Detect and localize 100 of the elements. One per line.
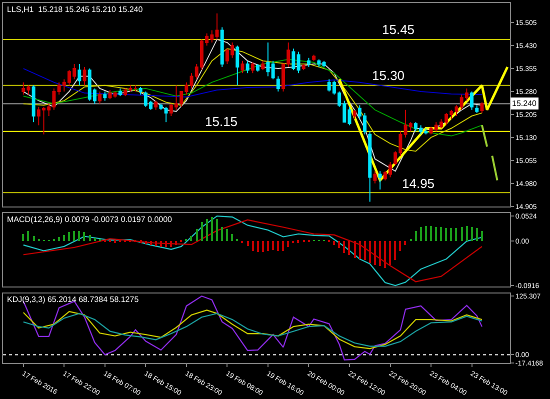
bar	[150, 241, 152, 246]
candlestick	[82, 66, 86, 86]
candlestick	[368, 130, 372, 202]
candlestick	[322, 60, 326, 68]
bar	[262, 241, 264, 252]
bar	[461, 227, 463, 242]
bar	[476, 228, 478, 242]
bar	[78, 231, 80, 242]
candlestick	[317, 58, 321, 68]
bar	[389, 241, 391, 266]
bar	[277, 241, 279, 252]
bar	[211, 217, 213, 242]
candlestick	[312, 54, 316, 62]
bar	[160, 241, 162, 248]
bar	[190, 236, 192, 242]
bar	[94, 238, 96, 242]
ref-line-label: 15.45	[382, 22, 415, 37]
bar	[471, 227, 473, 242]
bar	[374, 241, 376, 266]
bar	[22, 234, 24, 242]
chart-title: LLS,H1 15.218 15.245 15.210 15.240	[7, 5, 144, 14]
candlestick	[256, 63, 260, 72]
bar	[399, 241, 401, 252]
chart-title: MACD(12,26,9) 0.0079 -0.0073 0.0197 0.0000	[7, 215, 173, 224]
bar	[252, 241, 254, 252]
bar	[404, 241, 406, 246]
candlestick	[154, 100, 158, 110]
candlestick	[352, 109, 356, 120]
candlestick	[373, 170, 377, 184]
candlestick	[276, 76, 280, 92]
candlestick	[475, 104, 479, 114]
candlestick	[378, 170, 382, 190]
bar	[206, 219, 208, 242]
ref-line-label: 14.95	[402, 176, 435, 191]
bar	[226, 229, 228, 242]
ref-line-label: 15.240	[512, 99, 538, 108]
candlestick	[164, 106, 168, 123]
candlestick	[78, 63, 82, 86]
bar	[466, 226, 468, 242]
candlestick	[103, 91, 107, 102]
line-series	[22, 58, 482, 136]
bar	[58, 237, 60, 242]
candlestick	[271, 60, 275, 80]
bar	[425, 226, 427, 242]
bar	[369, 241, 371, 264]
bar	[455, 228, 457, 242]
bar	[155, 241, 157, 246]
bar	[343, 241, 345, 254]
candlestick	[220, 26, 224, 68]
candlestick	[138, 86, 142, 96]
bar	[33, 236, 35, 242]
bar	[430, 226, 432, 242]
ref-line-label: 15.30	[372, 68, 405, 83]
candlestick	[250, 62, 254, 74]
bar	[379, 241, 381, 266]
bar	[114, 240, 116, 244]
bar	[481, 231, 483, 242]
bar	[27, 231, 29, 242]
candlestick	[266, 42, 270, 77]
candlestick	[134, 84, 138, 92]
bar	[89, 235, 91, 242]
bar	[221, 227, 223, 242]
candlestick	[480, 102, 484, 114]
bar	[165, 241, 167, 248]
bar	[297, 240, 299, 244]
candlestick	[246, 60, 250, 74]
bar	[247, 241, 249, 246]
bar	[364, 241, 366, 260]
candlestick	[306, 57, 310, 68]
bar	[450, 228, 452, 242]
bar	[435, 227, 437, 242]
chart-title: KDJ(9,3,3) 65.2014 68.7384 58.1275	[7, 295, 140, 304]
bar	[338, 241, 340, 248]
bar	[440, 227, 442, 242]
bar	[201, 222, 203, 242]
ref-line-label: 15.15	[205, 114, 238, 129]
candlestick	[261, 60, 265, 71]
candlestick	[470, 91, 474, 110]
line-series	[22, 68, 482, 98]
bar	[287, 241, 289, 248]
bar	[63, 235, 65, 242]
bar	[384, 241, 386, 268]
bar	[175, 241, 177, 246]
candlestick	[296, 51, 300, 74]
candlestick	[32, 84, 36, 123]
candlestick	[215, 12, 219, 40]
bar	[394, 241, 396, 260]
bar	[170, 241, 172, 248]
candlestick	[159, 103, 163, 110]
bar	[145, 241, 147, 244]
candlestick	[236, 45, 240, 86]
bar	[140, 240, 142, 244]
bar	[354, 241, 356, 258]
bar	[83, 232, 85, 242]
bar	[257, 241, 259, 252]
bar	[420, 227, 422, 242]
bar	[196, 229, 198, 242]
candlestick	[292, 48, 296, 71]
candlestick	[240, 60, 244, 74]
bar	[333, 241, 335, 246]
